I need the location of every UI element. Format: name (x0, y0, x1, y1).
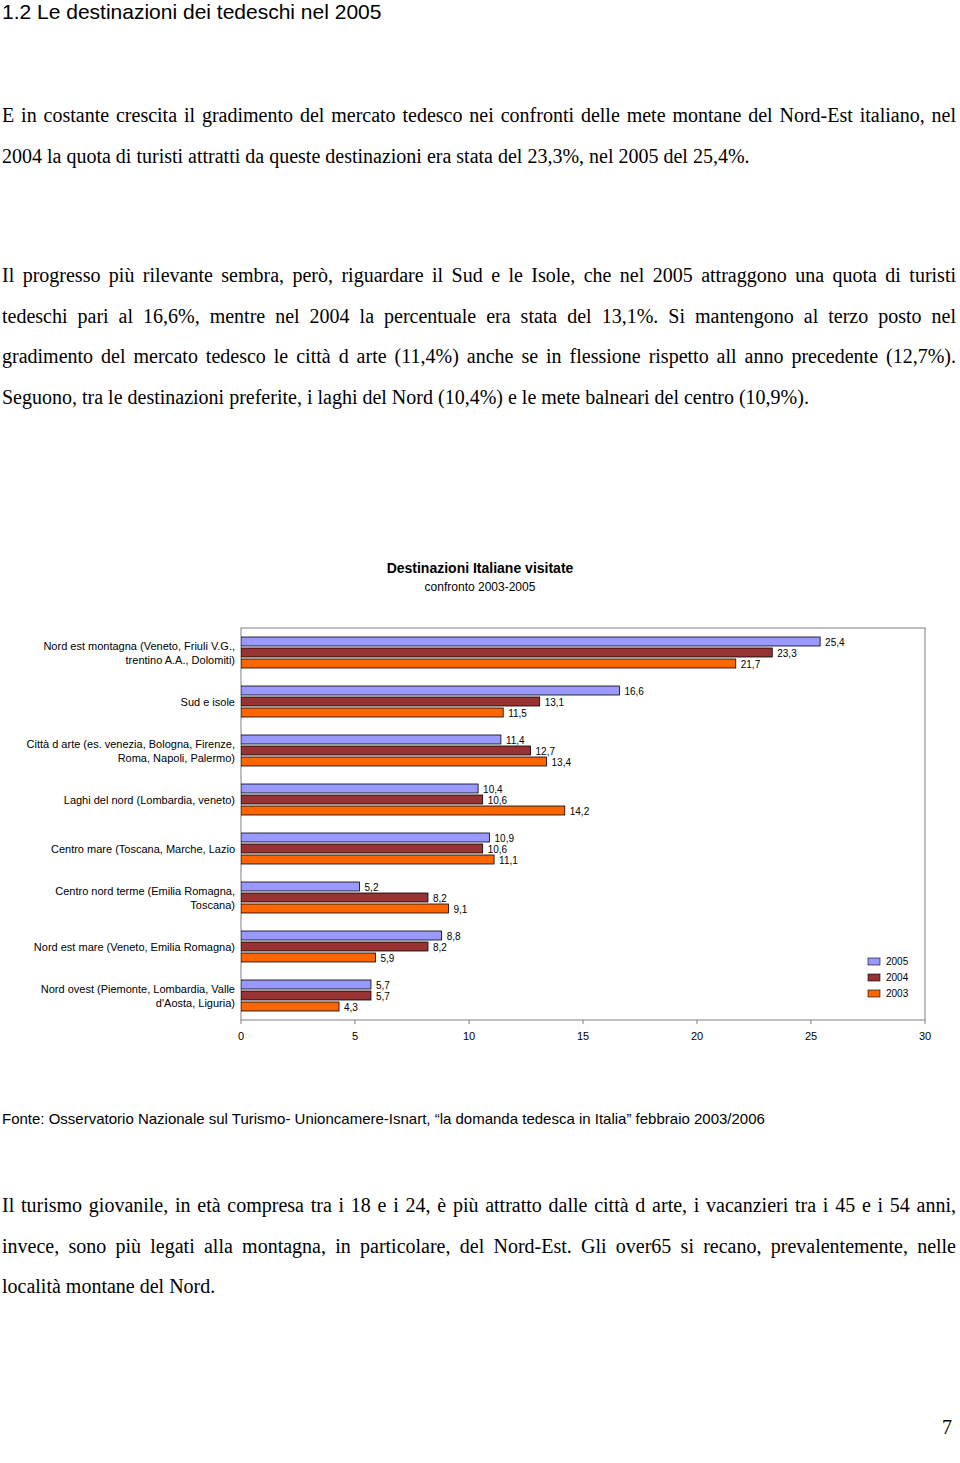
data-label: 10,9 (495, 833, 515, 844)
bar (241, 708, 503, 717)
bar (241, 953, 376, 962)
legend-label: 2003 (886, 988, 909, 999)
bar (241, 648, 772, 657)
bar (241, 659, 736, 668)
bar (241, 980, 371, 989)
bar (241, 637, 820, 646)
bar (241, 893, 428, 902)
page-number: 7 (942, 1416, 952, 1439)
bar (241, 931, 442, 940)
paragraph: Il turismo giovanile, in età compresa tr… (2, 1185, 956, 1307)
paragraph: Il progresso più rilevante sembra, però,… (2, 255, 956, 417)
category-label: Nord est montagna (Veneto, Friuli V.G., … (20, 628, 235, 677)
bar (241, 735, 501, 744)
bar (241, 757, 547, 766)
data-label: 10,6 (488, 795, 508, 806)
tick-label: 10 (463, 1030, 475, 1042)
data-label: 11,4 (506, 735, 525, 746)
bar (241, 904, 448, 913)
category-label: Centro nord terme (Emilia Romagna, Tosca… (20, 873, 235, 922)
chart-subtitle: confronto 2003-2005 (425, 580, 536, 594)
tick-mark (241, 1020, 242, 1024)
data-label: 23,3 (777, 648, 797, 659)
bar (241, 942, 428, 951)
category-label: Città d arte (es. venezia, Bologna, Fire… (20, 726, 235, 775)
tick-mark (355, 1020, 356, 1024)
tick-label: 20 (691, 1030, 703, 1042)
chart-title: Destinazioni Italiane visitate (387, 560, 574, 576)
data-label: 8,2 (433, 942, 447, 953)
data-label: 12,7 (536, 746, 556, 757)
bar (241, 686, 619, 695)
bar (241, 806, 565, 815)
bars (241, 637, 820, 1011)
tick-mark (925, 1020, 926, 1024)
legend-swatch (868, 990, 880, 997)
tick-label: 5 (352, 1030, 358, 1042)
data-label: 11,5 (508, 708, 527, 719)
data-label: 21,7 (741, 659, 761, 670)
data-label: 4,3 (344, 1002, 358, 1013)
data-label: 10,6 (488, 844, 508, 855)
data-label: 16,6 (624, 686, 644, 697)
legend-swatch (868, 958, 880, 965)
bar (241, 697, 540, 706)
data-label: 8,8 (447, 931, 461, 942)
paragraph: E in costante crescita il gradimento del… (2, 95, 956, 176)
bar (241, 991, 371, 1000)
bar (241, 746, 531, 755)
bar (241, 855, 494, 864)
tick-label: 0 (238, 1030, 244, 1042)
bar (241, 1002, 339, 1011)
tick-label: 25 (805, 1030, 817, 1042)
data-label: 11,1 (499, 855, 518, 866)
bar (241, 795, 483, 804)
tick-mark (811, 1020, 812, 1024)
legend-label: 2005 (886, 956, 909, 967)
page: 1.2 Le destinazioni dei tedeschi nel 200… (0, 0, 960, 1463)
source-note: Fonte: Osservatorio Nazionale sul Turism… (2, 1110, 952, 1127)
heading: 1.2 Le destinazioni dei tedeschi nel 200… (2, 0, 381, 24)
data-label: 5,7 (376, 980, 390, 991)
data-label: 10,4 (483, 784, 503, 795)
data-labels: 25,4 23,3 21,7 16,6 13,1 11,5 11,4 12,713,4 10,4… (344, 637, 845, 1013)
tick-label: 30 (919, 1030, 931, 1042)
tick-label: 15 (577, 1030, 589, 1042)
category-label: Sud e isole (20, 677, 235, 726)
category-label: Laghi del nord (Lombardia, veneto) (20, 775, 235, 824)
bar (241, 882, 360, 891)
tick-mark (583, 1020, 584, 1024)
legend-swatch (868, 974, 880, 981)
data-label: 13,4 (552, 757, 572, 768)
data-label: 8,2 (433, 893, 447, 904)
chart: Destinazioni Italiane visitate confronto … (0, 0, 960, 1463)
plot-frame (241, 628, 925, 1020)
data-label: 14,2 (570, 806, 590, 817)
data-label: 5,7 (376, 991, 390, 1002)
legend-label: 2004 (886, 972, 909, 983)
data-label: 13,1 (545, 697, 565, 708)
tick-mark (469, 1020, 470, 1024)
data-label: 25,4 (825, 637, 845, 648)
category-label: Centro mare (Toscana, Marche, Lazio (20, 824, 235, 873)
category-label: Nord ovest (Piemonte, Lombardia, Valle d… (20, 971, 235, 1020)
category-label: Nord est mare (Veneto, Emilia Romagna) (20, 922, 235, 971)
data-label: 5,9 (381, 953, 395, 964)
data-label: 5,2 (365, 882, 379, 893)
bar (241, 784, 478, 793)
bar (241, 844, 483, 853)
data-label: 9,1 (453, 904, 467, 915)
bar (241, 833, 490, 842)
tick-mark (697, 1020, 698, 1024)
